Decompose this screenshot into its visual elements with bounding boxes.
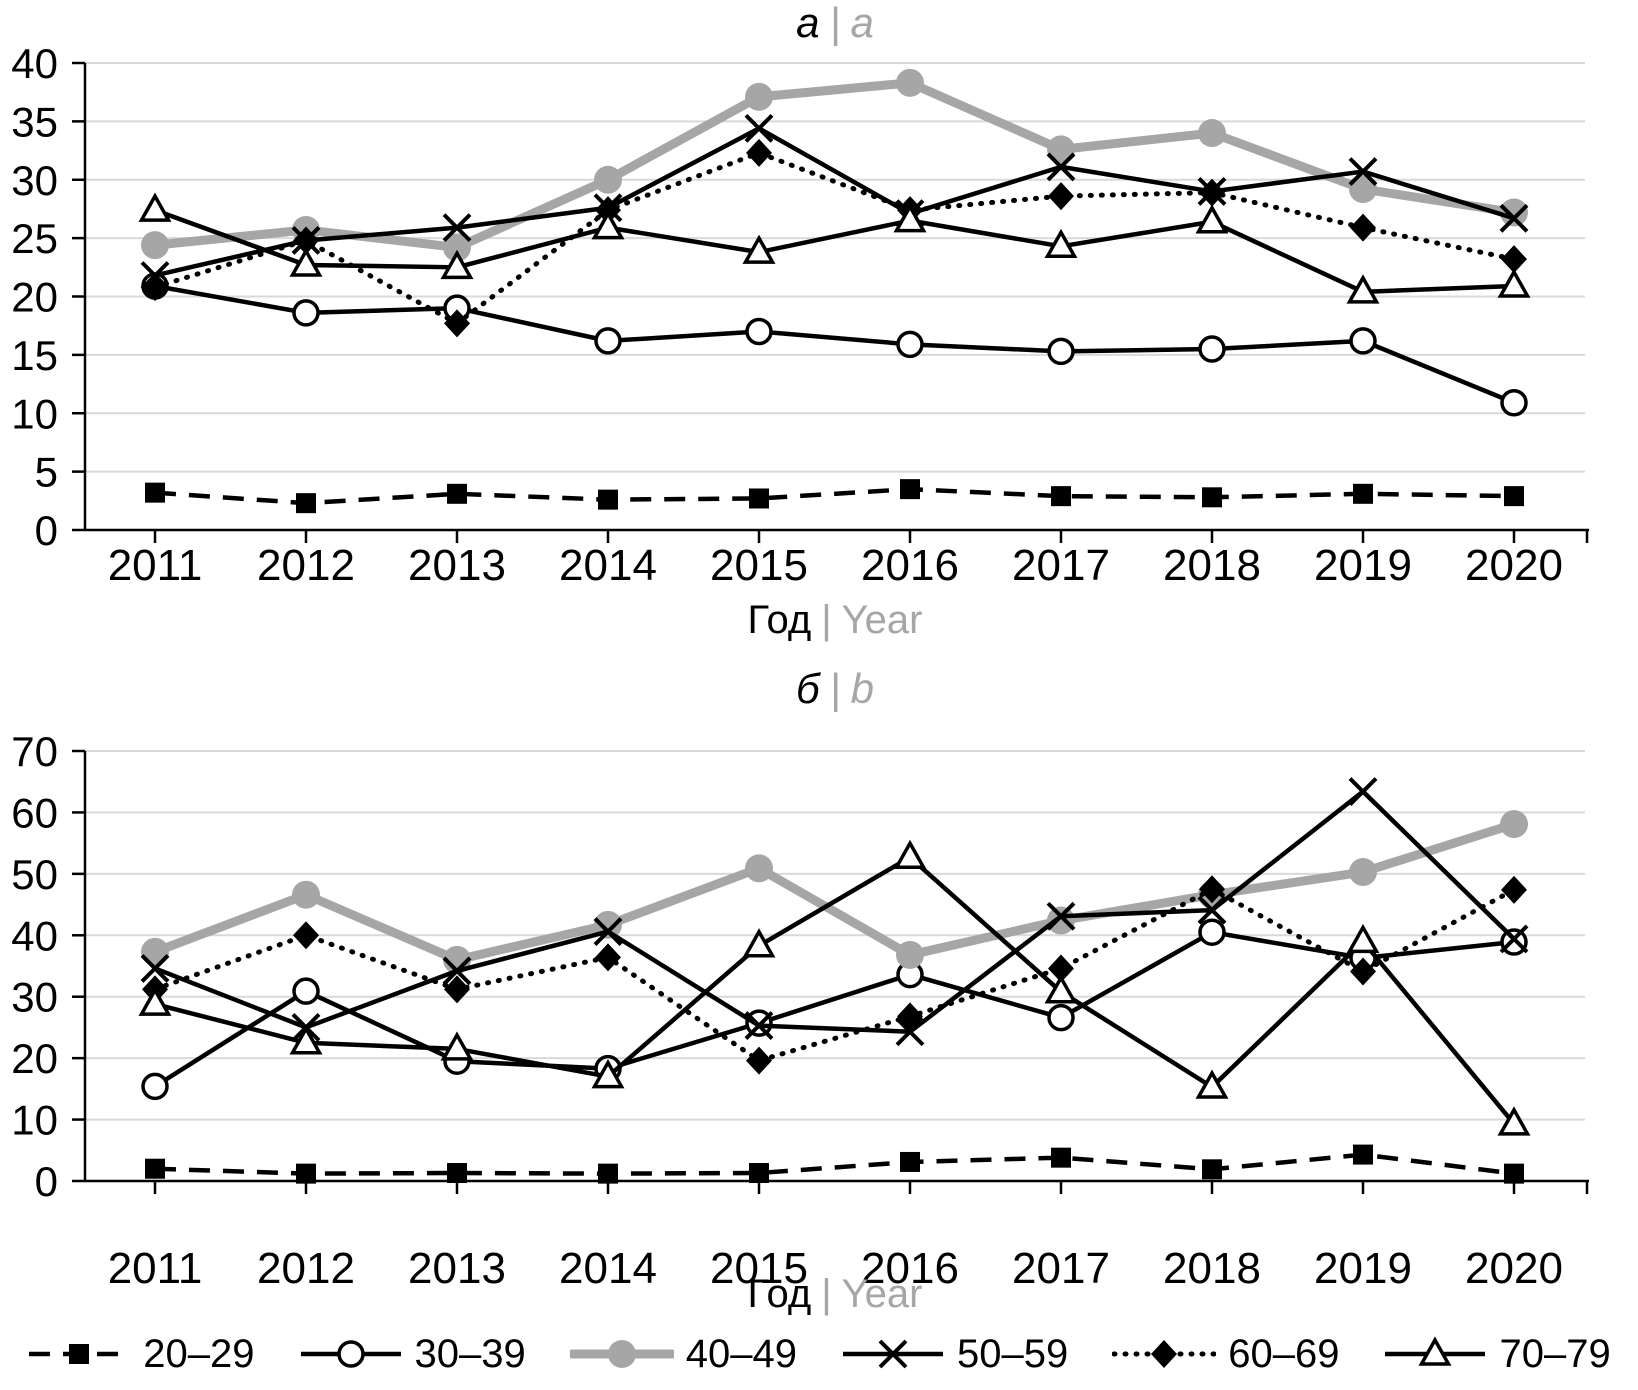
chart-a-plot: 0 5 10 15 20 25 30 35 40 2011 2012 2013 2014 2015 2016… [11,40,1589,590]
x-tick-label: 2015 [710,541,808,590]
gridlines-b [85,750,1585,1121]
x-tick-label: 2012 [257,1244,355,1293]
y-tick-label: 50 [11,851,58,898]
legend-label: 40–49 [685,1332,797,1376]
x-tick-label: 2018 [1163,1244,1261,1293]
legend-item-20-29: 20–29 [27,1332,255,1376]
y-tick-label: 10 [11,390,58,437]
legend: 20–29 30–39 40–49 50–59 60–69 70–79 [0,1324,1638,1384]
y-tick-label: 60 [11,789,58,836]
y-tick-label: 20 [11,1035,58,1082]
y-tick-label: 40 [11,40,58,87]
x-tick-label: 2014 [559,541,657,590]
chart-a-xaxis-label-en: Year [841,598,923,642]
legend-item-30-39: 30–39 [299,1332,526,1376]
axes-a [72,61,1589,543]
x-tick-label: 2016 [861,541,959,590]
chart-b-title-ru: б [796,665,820,712]
open-triangle-line-sample-icon [1385,1336,1486,1366]
chart-b-title: б | b [85,668,1585,710]
chart-a-title-ru: а [796,0,820,46]
legend-label: 50–59 [957,1332,1069,1376]
y-tick-label: 10 [11,1097,58,1144]
chart-a-xaxis-label-ru: Год [747,598,812,642]
y-tick-label: 25 [11,215,58,262]
x-tick-label: 2017 [1012,541,1110,590]
series-70-79-a [138,192,1531,304]
x-tick-label: 2015 [710,1244,808,1293]
x-tick-label: 2019 [1314,1244,1412,1293]
y-tick-label: 40 [11,912,58,959]
chart-a-xaxis-label: Год | Year [85,600,1585,640]
chart-a-xaxis-label-separator: | [821,598,832,642]
gridlines-a [85,62,1585,473]
legend-item-50-59: 50–59 [841,1332,1068,1376]
y-tick-label: 5 [35,449,58,496]
x-axis-tick-labels-a: 2011 2012 2013 2014 2015 2016 2017 2018 2019 2020 [108,541,1563,590]
y-axis-tick-labels-b: 0 10 20 30 40 50 60 70 [11,728,58,1205]
x-tick-label: 2013 [408,1244,506,1293]
chart-b-xaxis-label-separator: | [821,1272,832,1316]
filled-diamond-line-sample-icon [1112,1340,1217,1368]
legend-item-70-79: 70–79 [1383,1332,1611,1376]
x-tick-label: 2012 [257,541,355,590]
x-tick-label: 2017 [1012,1244,1110,1293]
x-axis-tick-labels-b: 2011 2012 2013 2014 2015 2016 2017 2018 2019 2020 [108,1244,1563,1293]
series-20-29-a [145,479,1524,514]
series-20-29-b [145,1144,1524,1184]
series-50-59-b [140,777,1529,1047]
x-cross-line-sample-icon [843,1339,943,1369]
y-tick-label: 30 [11,974,58,1021]
legend-label: 60–69 [1228,1332,1340,1376]
chart-a-title-separator: | [829,0,841,46]
chart-b-xaxis-label-en: Year [841,1272,923,1316]
x-tick-label: 2018 [1163,541,1261,590]
legend-item-60-69: 60–69 [1112,1332,1339,1376]
series-50-59-a [140,113,1529,290]
y-tick-label: 30 [11,157,58,204]
y-tick-label: 0 [35,1158,58,1205]
y-tick-label: 70 [11,728,58,775]
x-tick-label: 2014 [559,1244,657,1293]
y-tick-label: 35 [11,98,58,145]
axes-b [72,749,1589,1194]
chart-b-xaxis-label: Год | Year [85,1274,1585,1314]
legend-label: 70–79 [1499,1332,1611,1376]
chart-a-title-en: a [850,0,874,46]
x-tick-label: 2019 [1314,541,1412,590]
y-axis-tick-labels-a: 0 5 10 15 20 25 30 35 40 [11,40,58,554]
x-tick-label: 2020 [1465,1244,1563,1293]
y-tick-label: 15 [11,332,58,379]
legend-label: 20–29 [143,1332,255,1376]
series-30-39-a [141,272,1528,417]
x-tick-label: 2020 [1465,541,1563,590]
series-70-79-b [138,839,1531,1136]
x-tick-label: 2011 [108,541,203,590]
y-tick-label: 20 [11,274,58,321]
chart-a-title: а | a [85,2,1585,44]
legend-label: 30–39 [414,1332,526,1376]
x-tick-label: 2016 [861,1244,959,1293]
series-60-69-a [142,138,1527,338]
x-tick-label: 2013 [408,541,506,590]
y-tick-label: 0 [35,507,58,554]
open-circle-line-sample-icon [300,1340,401,1368]
filled-square-line-sample-icon [29,1344,130,1364]
legend-item-40-49: 40–49 [569,1332,797,1376]
chart-b-xaxis-label-ru: Год [747,1272,812,1316]
series-40-49-a [141,68,1528,262]
x-tick-label: 2011 [108,1244,203,1293]
chart-b-title-separator: | [829,665,841,712]
filled-circle-line-sample-icon [569,1340,674,1368]
chart-b-title-en: b [850,665,874,712]
